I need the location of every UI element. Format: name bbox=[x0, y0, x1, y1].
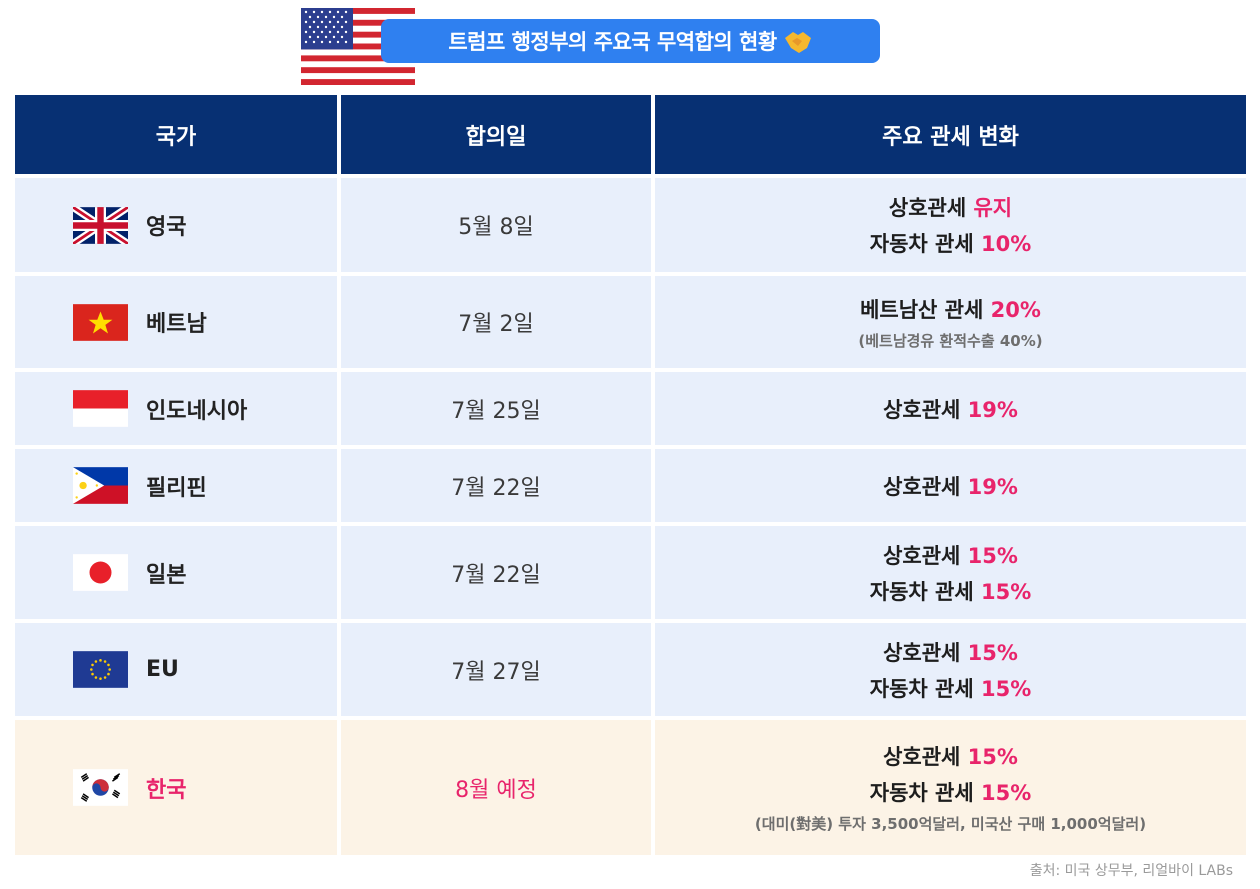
agreement-date: 7월 25일 bbox=[451, 398, 541, 424]
country-name: 베트남 bbox=[146, 312, 207, 337]
tariff-label: 베트남산 관세 bbox=[860, 297, 984, 322]
tariff-value: 15% bbox=[980, 781, 1032, 805]
country-cell: 인도네시아 bbox=[15, 372, 337, 445]
tariff-cell: 상호관세 유지 자동차 관세 10% bbox=[655, 178, 1246, 272]
agreement-date: 7월 2일 bbox=[458, 312, 534, 337]
tariff-label: 자동차 관세 bbox=[869, 781, 974, 805]
tariff-note: (베트남경유 환적수출 40%) bbox=[858, 331, 1043, 350]
tariff-label: 상호관세 bbox=[883, 397, 961, 422]
tariff-value: 15% bbox=[980, 579, 1032, 604]
header-tariff-change: 주요 관세 변화 bbox=[655, 95, 1246, 174]
agreement-date: 7월 22일 bbox=[451, 562, 541, 588]
country-cell: 영국 bbox=[15, 178, 337, 272]
tariff-cell: 상호관세 19% bbox=[655, 449, 1246, 522]
tariff-line: 상호관세 유지 bbox=[889, 192, 1012, 222]
agreement-date: 7월 27일 bbox=[451, 659, 541, 685]
country-cell: 베트남 bbox=[15, 276, 337, 368]
country-name: 인도네시아 bbox=[146, 398, 248, 424]
japan-flag-icon bbox=[73, 554, 128, 591]
table-row: 일본 7월 22일 상호관세 15% 자동차 관세 15% bbox=[15, 526, 1246, 619]
tariff-line: 자동차 관세 15% bbox=[870, 777, 1032, 807]
tariff-line: 상호관세 15% bbox=[883, 637, 1018, 667]
country-cell: 일본 bbox=[15, 526, 337, 619]
tariff-line: 상호관세 15% bbox=[883, 741, 1018, 771]
country-cell: EU bbox=[15, 623, 337, 716]
tariff-cell: 상호관세 15% 자동차 관세 15% bbox=[655, 526, 1246, 619]
table-row: 베트남 7월 2일 베트남산 관세 20% (베트남경유 환적수출 40%) bbox=[15, 276, 1246, 368]
tariff-line: 자동차 관세 15% bbox=[870, 673, 1032, 703]
source-note: 출처: 미국 상무부, 리얼바이 LABs bbox=[1029, 863, 1233, 879]
tariff-cell: 상호관세 15% 자동차 관세 15% bbox=[655, 623, 1246, 716]
tariff-value: 유지 bbox=[973, 196, 1013, 220]
uk-flag-icon bbox=[73, 206, 128, 244]
tariff-value: 19% bbox=[967, 397, 1018, 422]
tariff-value: 20% bbox=[990, 297, 1041, 322]
table-row: 필리핀 7월 22일 상호관세 19% bbox=[15, 449, 1246, 522]
eu-flag-icon bbox=[73, 651, 128, 688]
tariff-label: 상호관세 bbox=[883, 640, 961, 665]
tariff-label: 자동차 관세 bbox=[869, 232, 974, 256]
handshake-icon bbox=[784, 32, 811, 53]
tariff-line: 자동차 관세 10% bbox=[870, 228, 1032, 258]
tariff-line: 상호관세 15% bbox=[883, 540, 1018, 570]
tariff-value: 15% bbox=[967, 745, 1018, 769]
table-row: 인도네시아 7월 25일 상호관세 19% bbox=[15, 372, 1246, 445]
country-cell: 필리핀 bbox=[15, 449, 337, 522]
tariff-line: 상호관세 19% bbox=[883, 471, 1018, 501]
tariff-label: 상호관세 bbox=[883, 543, 961, 568]
page-title: 트럼프 행정부의 주요국 무역합의 현황 bbox=[448, 30, 777, 54]
tariff-cell: 상호관세 15% 자동차 관세 15% (대미(對美) 투자 3,500억달러,… bbox=[655, 720, 1246, 855]
date-cell: 7월 22일 bbox=[341, 449, 651, 522]
country-name: 한국 bbox=[146, 777, 187, 803]
agreement-date: 5월 8일 bbox=[458, 215, 534, 240]
korea-flag-icon bbox=[73, 769, 128, 806]
header-country: 국가 bbox=[15, 95, 337, 174]
header-date: 합의일 bbox=[341, 95, 651, 174]
tariff-value: 15% bbox=[980, 676, 1032, 701]
tariff-cell: 상호관세 19% bbox=[655, 372, 1246, 445]
trade-agreements-table: 국가 합의일 주요 관세 변화 영국 5월 8일 상호관세 유지 자동차 관세 … bbox=[15, 95, 1246, 859]
vietnam-flag-icon bbox=[73, 303, 128, 341]
country-name: 일본 bbox=[146, 562, 187, 588]
table-row: 한국 8월 예정 상호관세 15% 자동차 관세 15% (대미(對美) 투자 … bbox=[15, 720, 1246, 855]
date-cell: 7월 27일 bbox=[341, 623, 651, 716]
tariff-line: 상호관세 19% bbox=[883, 394, 1018, 424]
tariff-value: 15% bbox=[967, 640, 1018, 665]
tariff-label: 상호관세 bbox=[888, 196, 967, 220]
tariff-value: 10% bbox=[980, 232, 1032, 256]
tariff-value: 19% bbox=[967, 474, 1018, 499]
date-cell: 7월 2일 bbox=[341, 276, 651, 368]
tariff-label: 상호관세 bbox=[883, 474, 961, 499]
agreement-date: 7월 22일 bbox=[451, 475, 541, 501]
table-row: EU 7월 27일 상호관세 15% 자동차 관세 15% bbox=[15, 623, 1246, 716]
tariff-label: 상호관세 bbox=[883, 745, 961, 769]
tariff-line: 베트남산 관세 20% bbox=[860, 294, 1041, 324]
date-cell: 7월 25일 bbox=[341, 372, 651, 445]
date-cell: 5월 8일 bbox=[341, 178, 651, 272]
table-row: 영국 5월 8일 상호관세 유지 자동차 관세 10% bbox=[15, 178, 1246, 272]
title-banner: 트럼프 행정부의 주요국 무역합의 현황 bbox=[381, 19, 880, 63]
date-cell: 8월 예정 bbox=[341, 720, 651, 855]
tariff-note: (대미(對美) 투자 3,500억달러, 미국산 구매 1,000억달러) bbox=[754, 815, 1147, 833]
philippines-flag-icon bbox=[73, 467, 128, 504]
country-name: EU bbox=[146, 657, 179, 682]
country-cell: 한국 bbox=[15, 720, 337, 855]
country-name: 필리핀 bbox=[146, 475, 207, 501]
tariff-line: 자동차 관세 15% bbox=[870, 576, 1032, 606]
indonesia-flag-icon bbox=[73, 390, 128, 427]
tariff-cell: 베트남산 관세 20% (베트남경유 환적수출 40%) bbox=[655, 276, 1246, 368]
tariff-value: 15% bbox=[967, 543, 1018, 568]
agreement-date: 8월 예정 bbox=[455, 777, 537, 803]
table-header-row: 국가 합의일 주요 관세 변화 bbox=[15, 95, 1246, 174]
country-name: 영국 bbox=[146, 215, 187, 240]
tariff-label: 자동차 관세 bbox=[869, 579, 974, 604]
date-cell: 7월 22일 bbox=[341, 526, 651, 619]
tariff-label: 자동차 관세 bbox=[869, 676, 974, 701]
